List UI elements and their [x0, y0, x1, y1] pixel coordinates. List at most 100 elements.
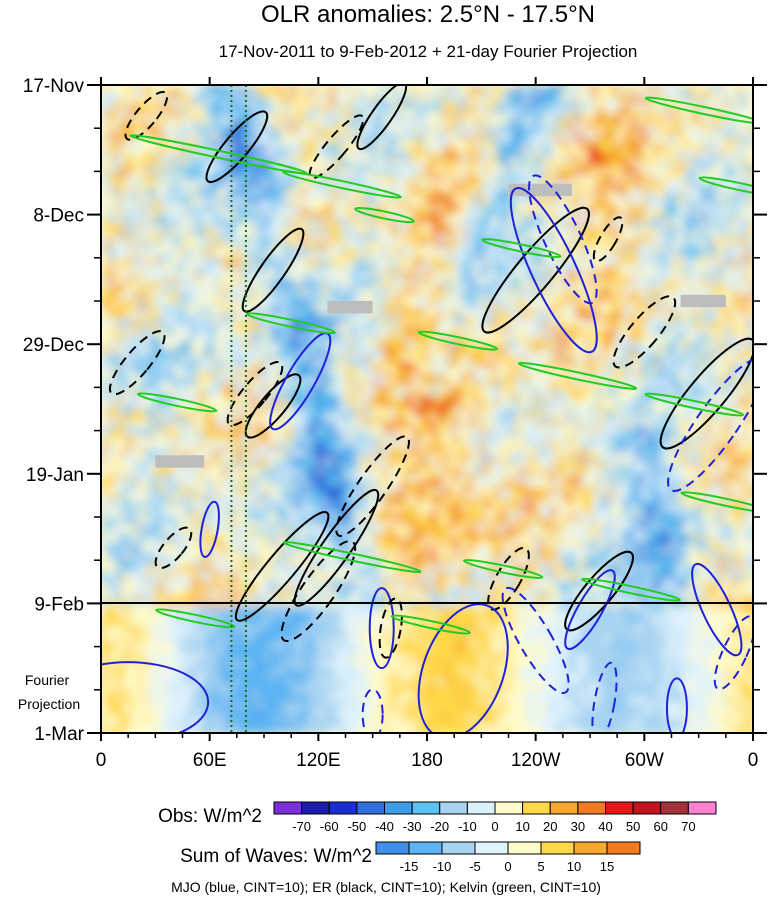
chart-title: OLR anomalies: 2.5°N - 17.5°N: [261, 1, 595, 28]
colorbar-level-label: 0: [491, 819, 498, 834]
contour-legend: MJO (blue, CINT=10); ER (black, CINT=10)…: [171, 879, 601, 895]
kelvin-contour: [644, 392, 745, 417]
colorbar-swatch: [439, 801, 468, 815]
y-tick-label: 17-Nov: [23, 76, 85, 97]
colorbar-swatch: [573, 841, 608, 855]
missing-data-patch: [155, 455, 205, 468]
kelvin-contour: [137, 392, 218, 413]
kelvin-contour: [129, 134, 308, 175]
colorbar-level-label: 0: [504, 859, 511, 874]
er-contour: [241, 227, 305, 313]
colorbar-level-label: -60: [320, 819, 339, 834]
x-tick-label: 0: [96, 750, 107, 771]
colorbar-swatch: [408, 841, 443, 855]
colorbar-level-label: -10: [458, 819, 477, 834]
plot-area: [101, 85, 753, 733]
projection-label: Fourier Projection: [18, 672, 80, 712]
colorbar-level-label: -15: [400, 859, 419, 874]
x-tick-label: 120E: [296, 750, 340, 771]
colorbar-swatch: [356, 801, 385, 815]
colorbar-swatch: [474, 841, 509, 855]
colorbar-swatch: [577, 801, 606, 815]
er-contour: [124, 90, 169, 141]
kelvin-contour: [417, 330, 499, 351]
kelvin-contour: [354, 206, 415, 224]
er-contour: [205, 110, 269, 184]
mjo-contour: [361, 688, 384, 733]
er-contour: [293, 488, 380, 607]
er-contour: [234, 510, 330, 622]
colorbar-level-label: 10: [567, 859, 581, 874]
x-tick-label: 0: [748, 750, 759, 771]
er-contour: [280, 540, 357, 643]
kelvin-contour: [390, 614, 471, 635]
colorbar-level-label: 30: [571, 819, 585, 834]
colorbar-swatch: [375, 841, 410, 855]
mjo-contour: [713, 615, 753, 691]
colorbar-swatch: [540, 841, 575, 855]
colorbar-level-label: 60: [654, 819, 668, 834]
colorbar-level-label: 10: [515, 819, 529, 834]
colorbar-level-label: -70: [292, 819, 311, 834]
colorbar-level-label: -50: [347, 819, 366, 834]
x-tick-label: 180: [411, 750, 443, 771]
colorbar-level-label: -20: [430, 819, 449, 834]
colorbar-level-label: 20: [543, 819, 557, 834]
y-tick-label: 19-Jan: [26, 465, 84, 486]
colorbar-swatch: [411, 801, 441, 815]
missing-data-patch: [680, 294, 726, 308]
colorbar-swatch: [632, 801, 662, 815]
colorbar-swatch: [328, 801, 358, 815]
colorbar-level-label: -40: [375, 819, 394, 834]
er-contour: [335, 435, 410, 537]
er-contour: [308, 114, 365, 180]
kelvin-contour: [282, 170, 402, 199]
colorbar-swatch: [605, 801, 634, 815]
axes: 0 60E 120E 180 120W 60W 0 17-Nov 8-Dec 29-Dec 19-J…: [23, 76, 767, 771]
kelvin-contour: [644, 96, 753, 125]
mjo-contour: [199, 500, 220, 558]
kelvin-contour: [698, 176, 753, 197]
colorbar-level-label: 70: [681, 819, 695, 834]
colorbar-level-label: 15: [600, 859, 614, 874]
obs-colorbar: -70 -60 -50 -40 -30 -20 -10 0 10 20 30 40 50 60 70 Obs:…: [158, 801, 717, 834]
mjo-contour: [665, 677, 688, 733]
colorbar-swatch: [522, 801, 551, 815]
colorbar-level-label: 40: [598, 819, 612, 834]
colorbar-swatch: [606, 841, 641, 855]
colorbar-swatch: [441, 841, 476, 855]
x-tick-label: 60W: [625, 750, 664, 771]
colorbar-swatch: [687, 801, 717, 815]
colorbar-swatch: [301, 801, 330, 815]
kelvin-contour: [245, 312, 336, 335]
colorbar-level-label: 5: [537, 859, 544, 874]
mjo-contour: [101, 661, 210, 733]
y-tick-label: 9-Feb: [34, 594, 84, 615]
x-tick-label: 60E: [193, 750, 227, 771]
er-contour: [356, 85, 408, 151]
missing-data-patch: [508, 183, 572, 197]
colorbar-swatch: [507, 841, 542, 855]
colorbar-level-label: -10: [433, 859, 452, 874]
heatmap-field: [101, 85, 753, 733]
colorbar-swatch: [273, 801, 303, 815]
kelvin-contour: [581, 577, 681, 602]
colorbar-title: Obs: W/m^2: [158, 806, 262, 827]
colorbar-level-label: 50: [626, 819, 640, 834]
colorbar-swatch: [549, 801, 579, 815]
colorbar-swatch: [494, 801, 524, 815]
y-tick-label: 29-Dec: [23, 335, 84, 356]
er-contour: [487, 546, 530, 611]
er-contour: [592, 216, 624, 263]
colorbar-level-label: -30: [403, 819, 422, 834]
missing-data-patch: [327, 301, 373, 314]
kelvin-contour: [155, 608, 236, 629]
kelvin-contour: [517, 361, 638, 390]
x-tick-label: 120W: [511, 750, 561, 771]
kelvin-contour: [481, 238, 562, 259]
er-contour: [612, 295, 677, 369]
reference-longitude-lines: [230, 85, 247, 733]
mjo-contour: [417, 603, 509, 733]
mjo-contour: [501, 586, 570, 695]
